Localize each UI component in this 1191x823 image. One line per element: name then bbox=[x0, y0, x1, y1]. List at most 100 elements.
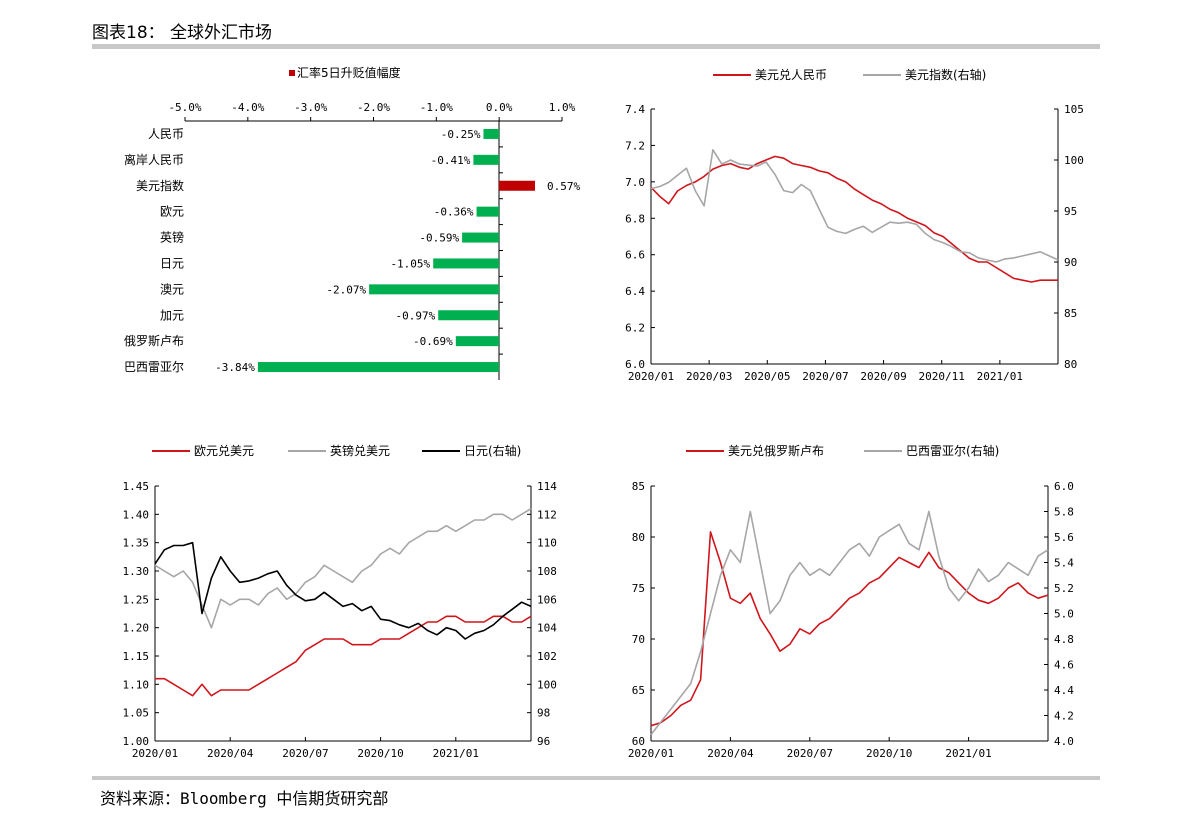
y2-tick-label: 104 bbox=[537, 622, 557, 635]
legend-label: 英镑兑美元 bbox=[330, 443, 390, 458]
legend-label: 美元兑人民币 bbox=[755, 68, 827, 82]
y-tick-label: 6.4 bbox=[625, 285, 645, 298]
bar bbox=[473, 154, 499, 165]
y2-tick-label: 6.0 bbox=[1054, 480, 1074, 493]
y2-tick-label: 110 bbox=[537, 537, 557, 550]
x-tick-label: 1.0% bbox=[549, 101, 576, 114]
x-tick-label: 0.0% bbox=[486, 101, 513, 114]
category-label: 巴西雷亚尔 bbox=[124, 359, 184, 374]
x-tick-label: 2020/07 bbox=[787, 747, 833, 760]
y-tick-label: 1.15 bbox=[123, 650, 150, 663]
y2-tick-label: 112 bbox=[537, 508, 557, 521]
category-label: 离岸人民币 bbox=[124, 152, 184, 167]
category-label: 加元 bbox=[160, 308, 184, 322]
y-tick-label: 1.30 bbox=[123, 565, 150, 578]
legend-label: 美元指数(右轴) bbox=[905, 67, 986, 82]
y-tick-label: 1.25 bbox=[123, 593, 150, 606]
y-tick-label: 1.00 bbox=[123, 735, 150, 748]
value-label: -0.41% bbox=[431, 154, 471, 167]
category-label: 人民币 bbox=[148, 127, 184, 141]
x-tick-label: -4.0% bbox=[231, 101, 264, 114]
title-rule bbox=[92, 44, 1100, 49]
category-label: 日元 bbox=[160, 256, 184, 270]
legend-label: 巴西雷亚尔(右轴) bbox=[906, 443, 999, 458]
value-label: -0.25% bbox=[441, 128, 481, 141]
source-rule bbox=[92, 776, 1100, 780]
y-tick-label: 1.45 bbox=[123, 480, 150, 493]
y-tick-label: 1.05 bbox=[123, 707, 150, 720]
series-line bbox=[650, 155, 1058, 283]
x-tick-label: 2020/11 bbox=[919, 370, 965, 383]
y2-tick-label: 4.2 bbox=[1054, 710, 1074, 723]
value-label: -0.59% bbox=[419, 232, 459, 245]
figure-title: 图表18： 全球外汇市场 bbox=[92, 23, 273, 43]
bar bbox=[433, 258, 499, 269]
value-label: -3.84% bbox=[215, 361, 255, 374]
x-tick-label: -1.0% bbox=[420, 101, 453, 114]
y2-tick-label: 90 bbox=[1064, 256, 1077, 269]
value-label: -1.05% bbox=[390, 257, 430, 270]
y-tick-label: 85 bbox=[632, 480, 645, 493]
legend-label: 欧元兑美元 bbox=[194, 444, 254, 458]
bar bbox=[257, 362, 499, 373]
y2-tick-label: 4.6 bbox=[1054, 659, 1074, 672]
y-tick-label: 7.2 bbox=[625, 139, 645, 152]
x-tick-label: 2020/04 bbox=[207, 747, 254, 760]
x-tick-label: -3.0% bbox=[294, 101, 327, 114]
y2-tick-label: 114 bbox=[537, 480, 557, 493]
category-label: 英镑 bbox=[160, 230, 184, 245]
y-tick-label: 1.40 bbox=[123, 508, 150, 521]
value-label: 0.57% bbox=[547, 180, 580, 193]
bar bbox=[455, 336, 499, 347]
y-tick-label: 6.8 bbox=[625, 212, 645, 225]
bar bbox=[483, 128, 499, 139]
y2-tick-label: 96 bbox=[537, 735, 550, 748]
series-line bbox=[650, 531, 1049, 727]
x-tick-label: 2020/10 bbox=[866, 747, 912, 760]
bar bbox=[438, 310, 499, 321]
y-tick-label: 80 bbox=[632, 531, 645, 544]
x-tick-label: 2021/01 bbox=[945, 747, 991, 760]
series-line bbox=[154, 508, 532, 629]
y2-tick-label: 102 bbox=[537, 650, 557, 663]
x-tick-label: 2020/01 bbox=[628, 747, 674, 760]
series-line bbox=[650, 149, 1059, 263]
bar bbox=[369, 284, 499, 295]
y2-tick-label: 108 bbox=[537, 565, 557, 578]
y2-tick-label: 5.0 bbox=[1054, 608, 1074, 621]
x-tick-label: 2020/03 bbox=[686, 370, 732, 383]
x-tick-label: 2020/01 bbox=[132, 747, 178, 760]
legend-swatch bbox=[289, 70, 295, 76]
x-tick-label: 2021/01 bbox=[433, 747, 479, 760]
y-tick-label: 6.0 bbox=[625, 358, 645, 371]
y2-tick-label: 105 bbox=[1064, 103, 1084, 116]
x-tick-label: 2020/07 bbox=[282, 747, 328, 760]
y2-tick-label: 4.4 bbox=[1054, 684, 1074, 697]
y-tick-label: 1.35 bbox=[123, 537, 150, 550]
y-tick-label: 70 bbox=[632, 633, 645, 646]
category-label: 俄罗斯卢布 bbox=[124, 333, 184, 348]
y2-tick-label: 85 bbox=[1064, 307, 1077, 320]
legend-label: 日元(右轴) bbox=[464, 443, 521, 458]
legend-label: 美元兑俄罗斯卢布 bbox=[728, 443, 824, 458]
x-tick-label: 2020/09 bbox=[860, 370, 906, 383]
category-label: 澳元 bbox=[160, 282, 184, 296]
y2-tick-label: 5.2 bbox=[1054, 582, 1074, 595]
bar bbox=[476, 206, 499, 217]
y-tick-label: 6.6 bbox=[625, 249, 645, 262]
y-tick-label: 1.20 bbox=[123, 622, 150, 635]
series-line bbox=[154, 541, 532, 640]
y2-tick-label: 5.4 bbox=[1054, 557, 1074, 570]
legend-label: 汇率5日升贬值幅度 bbox=[297, 65, 401, 80]
bar bbox=[499, 180, 535, 191]
value-label: -2.07% bbox=[326, 283, 366, 296]
y2-tick-label: 80 bbox=[1064, 358, 1077, 371]
x-tick-label: -2.0% bbox=[357, 101, 390, 114]
y-tick-label: 6.2 bbox=[625, 322, 645, 335]
y-tick-label: 60 bbox=[632, 735, 645, 748]
x-tick-label: 2020/04 bbox=[707, 747, 754, 760]
y2-tick-label: 98 bbox=[537, 707, 550, 720]
